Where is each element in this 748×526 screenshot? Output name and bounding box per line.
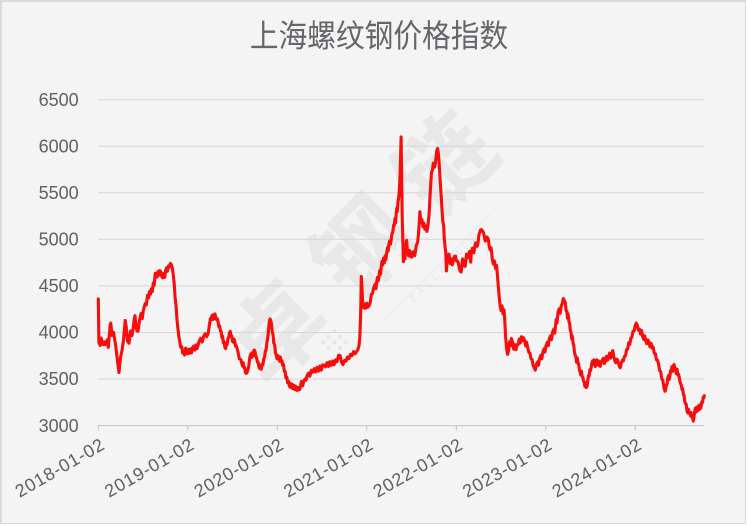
svg-text:3500: 3500: [39, 369, 79, 389]
svg-text:6000: 6000: [39, 136, 79, 156]
svg-text:5000: 5000: [39, 230, 79, 250]
svg-text:4000: 4000: [39, 323, 79, 343]
svg-text:4500: 4500: [39, 276, 79, 296]
svg-text:5500: 5500: [39, 183, 79, 203]
svg-text:6500: 6500: [39, 90, 79, 110]
svg-text:3000: 3000: [39, 416, 79, 436]
